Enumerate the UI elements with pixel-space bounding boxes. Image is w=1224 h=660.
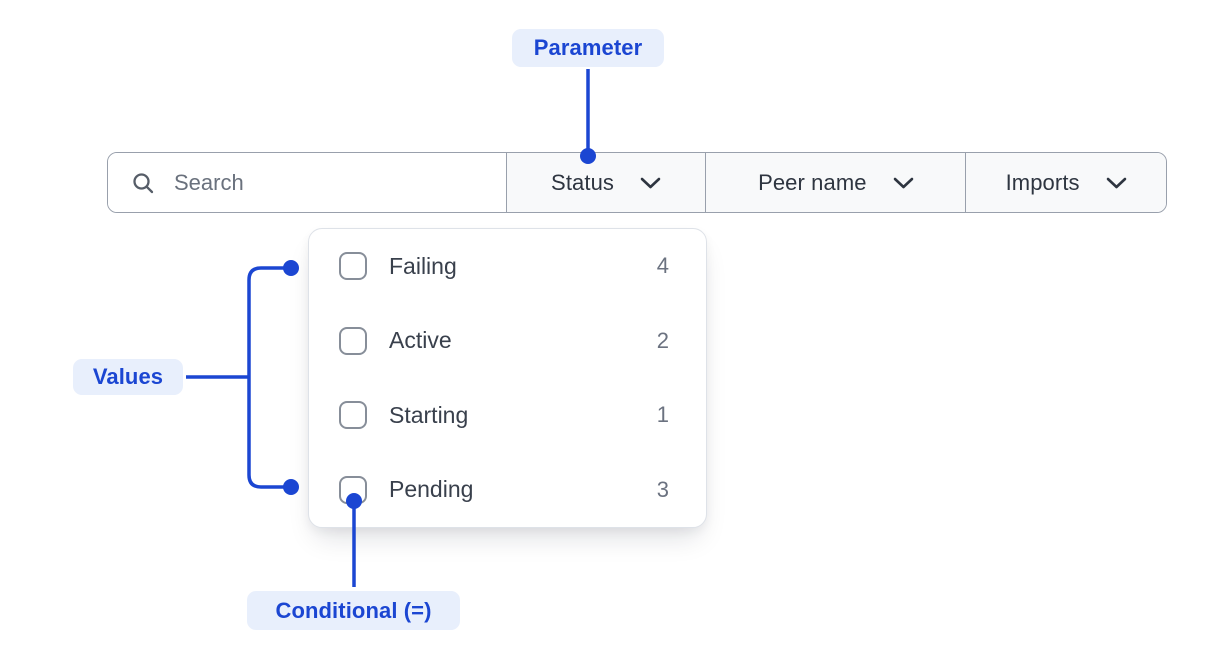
filter-dropdown-peer-name[interactable]: Peer name [705, 153, 966, 212]
checkbox-starting[interactable] [339, 401, 367, 430]
status-dropdown-label: Status [551, 169, 615, 195]
dropdown-option-pending[interactable]: Pending 3 [309, 453, 706, 528]
option-count: 1 [656, 402, 669, 428]
option-label: Failing [389, 252, 457, 279]
option-label: Starting [389, 401, 469, 428]
filter-bar: Status Peer name Imports [107, 152, 1167, 213]
dropdown-option-starting[interactable]: Starting 1 [309, 378, 706, 453]
chevron-down-icon [1106, 177, 1127, 189]
option-label: Active [389, 327, 452, 354]
option-count: 3 [656, 476, 669, 502]
dropdown-option-active[interactable]: Active 2 [309, 304, 706, 379]
imports-dropdown-label: Imports [1005, 169, 1080, 195]
status-dropdown-panel: Failing 4 Active 2 Starting 1 Pending 3 [308, 228, 707, 528]
checkbox-active[interactable] [339, 326, 367, 355]
conditional-annotation-pill: Conditional (=) [247, 591, 460, 630]
option-label: Pending [389, 476, 474, 503]
peer-name-dropdown-label: Peer name [758, 169, 867, 195]
search-input[interactable] [174, 169, 474, 196]
values-annotation-pill: Values [73, 359, 183, 395]
search-box[interactable] [108, 153, 506, 212]
checkbox-pending[interactable] [339, 475, 367, 504]
parameter-annotation-pill: Parameter [512, 29, 664, 67]
option-count: 2 [656, 327, 669, 353]
chevron-down-icon [640, 177, 661, 189]
filter-dropdown-imports[interactable]: Imports [965, 153, 1166, 212]
values-top-pointer-dot [283, 260, 299, 276]
values-bottom-pointer-dot [283, 479, 299, 495]
checkbox-failing[interactable] [339, 252, 367, 281]
option-count: 4 [656, 253, 669, 279]
search-icon [131, 171, 155, 195]
dropdown-option-failing[interactable]: Failing 4 [309, 229, 706, 304]
chevron-down-icon [893, 177, 914, 189]
filter-dropdown-status[interactable]: Status [505, 153, 706, 212]
